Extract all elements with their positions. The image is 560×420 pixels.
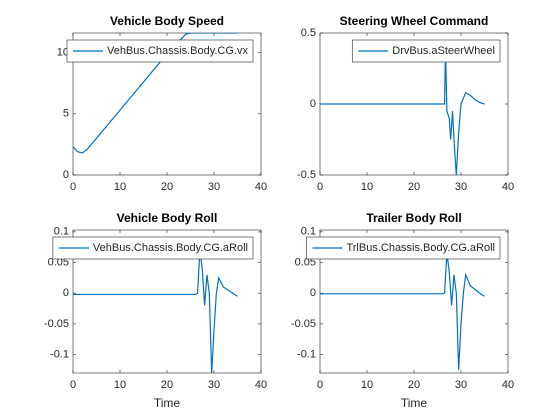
legend: TrlBus.Chassis.Body.CG.aRoll bbox=[306, 236, 501, 260]
y-tick-label: -0.1 bbox=[297, 348, 316, 360]
y-tick-label: 0 bbox=[310, 287, 316, 299]
data-line bbox=[73, 33, 238, 154]
legend-box bbox=[306, 236, 501, 260]
y-tick-label: 0.1 bbox=[301, 226, 316, 238]
y-tick-label: -0.1 bbox=[50, 348, 69, 360]
chart-title: Vehicle Body Speed bbox=[110, 14, 224, 28]
x-tick-label: 20 bbox=[161, 379, 173, 391]
chart-title: Trailer Body Roll bbox=[366, 211, 461, 225]
y-tick-label: -0.05 bbox=[291, 318, 316, 330]
y-tick-label: 5 bbox=[63, 108, 69, 120]
y-tick-label: 0 bbox=[63, 287, 69, 299]
legend: DrvBus.aSteerWheel bbox=[351, 39, 501, 63]
y-tick-label: 10 bbox=[57, 46, 69, 58]
x-tick-label: 30 bbox=[208, 181, 220, 193]
x-axis-label: Time bbox=[401, 396, 428, 410]
legend-box bbox=[66, 39, 254, 63]
x-tick-label: 30 bbox=[208, 379, 220, 391]
y-tick-label: 0.5 bbox=[301, 27, 316, 39]
legend: VehBus.Chassis.Body.CG.aRoll bbox=[52, 236, 254, 260]
x-tick-label: 0 bbox=[317, 379, 323, 391]
x-tick-label: 40 bbox=[502, 181, 514, 193]
x-tick-label: 0 bbox=[70, 379, 76, 391]
x-tick-label: 10 bbox=[114, 379, 126, 391]
legend: VehBus.Chassis.Body.CG.vx bbox=[66, 39, 254, 63]
x-tick-label: 10 bbox=[361, 181, 373, 193]
x-tick-label: 10 bbox=[361, 379, 373, 391]
x-tick-label: 30 bbox=[455, 181, 467, 193]
data-line bbox=[320, 253, 485, 370]
legend-label: DrvBus.aSteerWheel bbox=[392, 45, 495, 57]
legend-box bbox=[351, 39, 501, 63]
data-line bbox=[320, 50, 485, 175]
y-tick-label: -0.5 bbox=[297, 169, 316, 181]
x-axis-label: Time bbox=[154, 396, 181, 410]
x-tick-label: 0 bbox=[70, 181, 76, 193]
x-tick-label: 40 bbox=[255, 181, 267, 193]
y-tick-label: 0.05 bbox=[295, 256, 316, 268]
y-tick-label: 0.05 bbox=[48, 256, 69, 268]
chart-title: Vehicle Body Roll bbox=[117, 211, 218, 225]
x-tick-label: 10 bbox=[114, 181, 126, 193]
x-tick-label: 40 bbox=[502, 379, 514, 391]
x-tick-label: 20 bbox=[408, 181, 420, 193]
x-tick-label: 0 bbox=[317, 181, 323, 193]
data-line bbox=[73, 250, 238, 373]
legend-box bbox=[52, 236, 254, 260]
y-tick-label: 0 bbox=[63, 169, 69, 181]
x-tick-label: 30 bbox=[455, 379, 467, 391]
y-tick-label: 0.1 bbox=[54, 226, 69, 238]
x-tick-label: 20 bbox=[161, 181, 173, 193]
y-tick-label: -0.05 bbox=[44, 318, 69, 330]
x-tick-label: 40 bbox=[255, 379, 267, 391]
legend-label: TrlBus.Chassis.Body.CG.aRoll bbox=[346, 242, 495, 254]
y-tick-label: 0 bbox=[310, 98, 316, 110]
legend-label: VehBus.Chassis.Body.CG.aRoll bbox=[93, 242, 248, 254]
legend-label: VehBus.Chassis.Body.CG.vx bbox=[107, 45, 249, 57]
x-tick-label: 20 bbox=[408, 379, 420, 391]
chart-title: Steering Wheel Command bbox=[340, 14, 489, 28]
